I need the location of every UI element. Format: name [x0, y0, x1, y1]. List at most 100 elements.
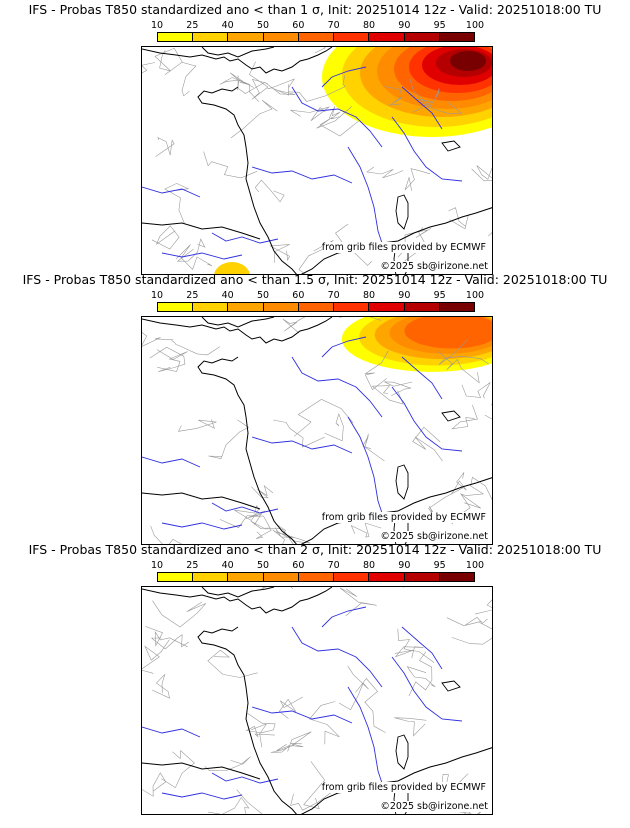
admin-boundary: [272, 527, 295, 544]
admin-boundary: [219, 513, 263, 529]
colorbar-tick-label: 50: [256, 20, 270, 31]
colorbar-segment: [158, 33, 193, 41]
colorbar-tick-label: 60: [292, 560, 305, 571]
admin-boundary: [171, 340, 221, 356]
colorbar-tick-label: 60: [292, 20, 305, 31]
colorbar-tick-label: 90: [398, 290, 411, 301]
admin-boundary: [364, 350, 389, 391]
colorbar-tick-label: 40: [221, 290, 234, 301]
river-line: [401, 626, 443, 670]
admin-boundary: [177, 419, 217, 432]
river-line: [391, 386, 463, 452]
coastline: [201, 587, 275, 598]
coastline: [197, 356, 297, 544]
probability-map: from grib files provided by ECMWF ©2025 …: [141, 586, 493, 815]
colorbar-segment: [333, 573, 369, 581]
probability-shading: [404, 317, 492, 349]
admin-boundary: [371, 385, 404, 405]
colorbar-segment: [262, 303, 298, 311]
colorbar-tick-label: 50: [256, 290, 270, 301]
colorbar-segment: [403, 303, 439, 311]
river-line: [251, 166, 353, 184]
coastline: [142, 587, 333, 614]
admin-boundary: [152, 600, 207, 628]
admin-boundary: [412, 426, 443, 462]
colorbar-tick-label: 25: [186, 560, 199, 571]
colorbar-tick-label: 100: [465, 290, 485, 301]
admin-boundary: [316, 106, 359, 137]
admin-boundary: [267, 78, 295, 96]
probability-shading: [214, 262, 250, 274]
colorbar-segment: [403, 33, 439, 41]
admin-boundary: [154, 47, 183, 72]
admin-boundary: [207, 649, 258, 678]
admin-boundary: [412, 88, 440, 113]
colorbar-segment: [333, 33, 369, 41]
colorbar-segment: [368, 33, 404, 41]
river-line: [161, 792, 243, 800]
colorbar: [157, 302, 475, 312]
island-outline: [441, 140, 461, 152]
colorbar-tick-label: 70: [327, 560, 340, 571]
island-outline: [395, 464, 409, 500]
admin-boundary: [247, 712, 276, 734]
admin-boundary: [250, 520, 294, 544]
admin-boundary: [309, 701, 340, 745]
colorbar-ticks: 10 25 40 50 60 70 80 90 95 100: [151, 560, 484, 572]
colorbar-tick-label: 60: [292, 290, 305, 301]
colorbar-segment: [192, 573, 228, 581]
admin-boundary: [293, 399, 354, 437]
colorbar-segment: [158, 303, 193, 311]
river-line: [401, 356, 443, 400]
admin-boundary: [397, 628, 435, 663]
colorbar-tick-label: 95: [433, 560, 446, 571]
admin-boundary: [270, 743, 294, 753]
colorbar-tick-label: 100: [465, 20, 485, 31]
admin-boundary: [448, 207, 469, 230]
coastline: [142, 492, 261, 510]
admin-boundary: [394, 646, 424, 659]
admin-boundary: [278, 696, 303, 719]
river-line: [142, 456, 201, 468]
panel-title: IFS - Probas T850 standardized ano < tha…: [28, 542, 602, 557]
admin-boundary: [438, 339, 489, 366]
colorbar-segment: [192, 303, 228, 311]
admin-boundary: [484, 403, 492, 420]
colorbar-segment: [297, 573, 334, 581]
copyright: ©2025 sb@irizone.net: [380, 261, 488, 272]
river-line: [347, 686, 383, 784]
admin-boundary: [404, 168, 430, 191]
admin-boundary: [219, 77, 248, 91]
colorbar-ticks: 10 25 40 50 60 70 80 90 95 100: [151, 290, 484, 302]
admin-boundary: [437, 350, 480, 384]
admin-boundary: [230, 99, 278, 139]
panel-title: IFS - Probas T850 standardized ano < tha…: [28, 2, 602, 17]
admin-boundary: [151, 225, 180, 250]
river-line: [161, 252, 243, 260]
colorbar-segment: [368, 573, 404, 581]
admin-boundary: [314, 47, 326, 54]
colorbar-segment: [297, 33, 334, 41]
colorbar-tick-label: 70: [327, 20, 340, 31]
coastline: [142, 317, 333, 344]
probability-shading: [450, 51, 486, 71]
river-line: [291, 626, 383, 688]
coastline: [197, 626, 297, 814]
coastline: [142, 222, 261, 240]
admin-boundary: [249, 61, 269, 100]
admin-boundary: [338, 665, 369, 711]
admin-boundary: [366, 166, 404, 179]
colorbar-segment: [262, 33, 298, 41]
admin-boundary: [446, 616, 488, 627]
admin-boundary: [249, 510, 272, 539]
admin-boundary: [237, 75, 296, 95]
admin-boundary: [236, 789, 263, 814]
river-line: [211, 232, 279, 244]
admin-boundary: [459, 476, 492, 501]
map-svg: [142, 47, 492, 274]
admin-boundary: [282, 317, 306, 334]
admin-boundary: [149, 346, 186, 372]
admin-boundary: [451, 404, 478, 430]
admin-boundary: [384, 381, 413, 396]
admin-boundary: [164, 183, 190, 224]
